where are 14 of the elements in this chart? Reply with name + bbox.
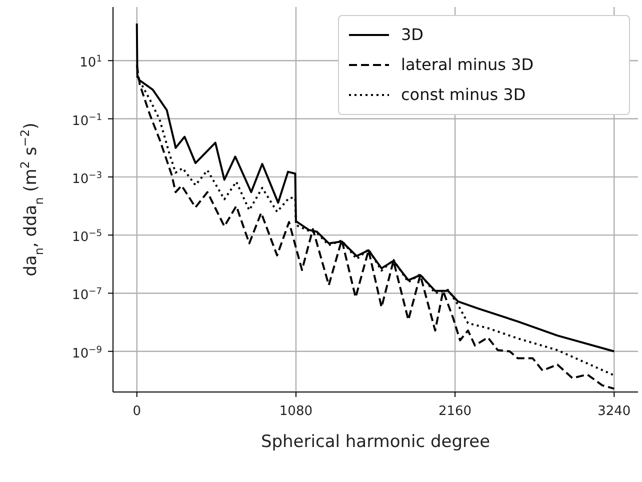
legend-label: 3D bbox=[401, 24, 424, 46]
y-tick-label: 10$^{−9}$ bbox=[72, 345, 102, 362]
x-tick-label: 3240 bbox=[598, 404, 631, 419]
y-tick-label: 10$^{−5}$ bbox=[72, 229, 102, 246]
x-tick-label: 1080 bbox=[279, 404, 312, 419]
x-axis-title: Spherical harmonic degree bbox=[260, 432, 490, 452]
y-tick-label: 10$^{−1}$ bbox=[72, 112, 102, 129]
y-tick-label: 10$^{−7}$ bbox=[72, 287, 102, 304]
legend-label: const minus 3D bbox=[401, 84, 526, 106]
legend-label: lateral minus 3D bbox=[401, 54, 534, 76]
x-tick-label: 2160 bbox=[438, 404, 472, 419]
y-tick-label: 10$^{1}$ bbox=[80, 54, 102, 71]
y-tick-label: 10$^{−3}$ bbox=[72, 170, 102, 187]
x-tick-label: 0 bbox=[132, 404, 142, 419]
